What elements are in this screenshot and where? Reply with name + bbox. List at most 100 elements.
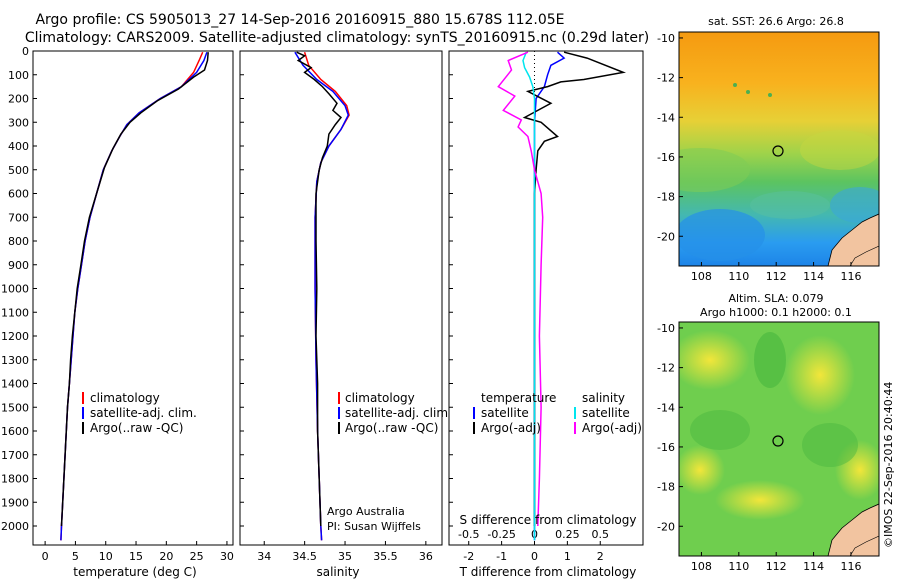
depth-tick-label: 800: [8, 235, 29, 248]
temperature-tick-label: 25: [190, 550, 204, 563]
t-diff-tick-label: 0: [531, 550, 538, 563]
lat-tick-label: -12: [657, 72, 675, 85]
t-diff-tick-label: -2: [463, 550, 474, 563]
depth-tick-label: 0: [22, 45, 29, 58]
s-difference-label: S difference from climatology: [460, 513, 637, 527]
argo-float-marker-sst: [772, 145, 784, 157]
t-difference-xlabel: T difference from climatology: [459, 565, 637, 579]
title-line-2: Climatology: CARS2009. Satellite-adjuste…: [25, 30, 649, 46]
sst-map-frame: [678, 31, 880, 267]
legend-title-salinity: salinity: [582, 391, 625, 405]
lat-tick-label: -14: [657, 401, 675, 414]
legend-label-argo: Argo(..raw -QC): [90, 421, 183, 435]
difference-line-2: [522, 51, 536, 541]
salinity-line-2: [296, 51, 343, 527]
depth-tick-label: 900: [8, 259, 29, 272]
legend-title-temperature: temperature: [481, 391, 556, 405]
salinity-tick-label: 35: [338, 550, 352, 563]
s-diff-tick-label: 0.25: [555, 528, 580, 541]
lon-tick-label: 116: [840, 270, 861, 283]
t-diff-tick-label: -1: [496, 550, 507, 563]
salinity-series: [294, 51, 350, 541]
salinity-tick-label: 34: [257, 550, 271, 563]
legend-label-argo: Argo(..raw -QC): [345, 421, 438, 435]
salinity-panel: 34 34.5 35 35.5 36 salinity climatology sate…: [239, 50, 452, 579]
salinity-tick-label: 36: [419, 550, 433, 563]
lon-tick-label: 108: [691, 560, 712, 573]
s-diff-tick-label: -0.25: [487, 528, 515, 541]
depth-tick-label: 1100: [1, 306, 29, 319]
lat-tick-label: -10: [657, 32, 675, 45]
lat-tick-label: -10: [657, 322, 675, 335]
sst-field: [679, 32, 879, 266]
depth-tick-label: 1300: [1, 354, 29, 367]
sst-map-ticks: 108 110 112 114 116 -10 -12 -14 -16 -18 -20: [657, 32, 861, 283]
depth-tick-label: 400: [8, 140, 29, 153]
lat-tick-label: -18: [657, 481, 675, 494]
temperature-panel: 0100200300400500600700800900100011001200…: [1, 45, 234, 579]
lat-tick-label: -12: [657, 362, 675, 375]
depth-tick-label: 1600: [1, 425, 29, 438]
lon-tick-label: 110: [728, 560, 749, 573]
legend-label-climatology: climatology: [345, 391, 415, 405]
argo-annotation-line-2: PI: Susan Wijffels: [327, 520, 421, 533]
temperature-line-2: [60, 52, 209, 527]
lat-tick-label: -18: [657, 191, 675, 204]
differences-panel: -2 -1 0 1 2-0.5 -0.25 0 0.25 0.5 S difference fr…: [448, 50, 644, 579]
depth-tick-label: 500: [8, 164, 29, 177]
lon-tick-label: 114: [803, 560, 824, 573]
depth-tick-label: 1800: [1, 473, 29, 486]
argo-float-marker-sla: [772, 435, 784, 447]
legend-label-satellite: satellite-adj. clim.: [90, 406, 197, 420]
salinity-axis-ticks: 34 34.5 35 35.5 36: [240, 50, 433, 563]
lat-tick-label: -14: [657, 111, 675, 124]
t-diff-tick-label: 2: [597, 550, 604, 563]
legend-label-s-argo: Argo(-adj): [582, 421, 642, 435]
difference-axis-ticks: -2 -1 0 1 2-0.5 -0.25 0 0.25 0.5: [449, 50, 609, 563]
depth-tick-label: 100: [8, 69, 29, 82]
temperature-tick-label: 5: [72, 550, 79, 563]
depth-tick-label: 1500: [1, 401, 29, 414]
t-diff-tick-label: 1: [564, 550, 571, 563]
salinity-tick-label: 34.5: [292, 550, 317, 563]
depth-tick-label: 300: [8, 116, 29, 129]
temperature-tick-label: 30: [220, 550, 234, 563]
lat-tick-label: -16: [657, 441, 675, 454]
legend-label-climatology: climatology: [90, 391, 160, 405]
argo-annotation-line-1: Argo Australia: [327, 505, 405, 518]
lat-tick-label: -20: [657, 520, 675, 533]
differences-plot-frame: [448, 50, 644, 546]
depth-tick-label: 1700: [1, 449, 29, 462]
depth-tick-label: 1200: [1, 330, 29, 343]
sla-map-title-1: Altim. SLA: 0.079: [728, 292, 823, 305]
salinity-plot-frame: [239, 50, 443, 546]
lon-tick-label: 108: [691, 270, 712, 283]
legend-label-t-satellite: satellite: [481, 406, 529, 420]
depth-tick-label: 1400: [1, 378, 29, 391]
salinity-legend: climatology satellite-adj. clim. Argo(..…: [338, 391, 452, 435]
sla-map-panel: Altim. SLA: 0.079 Argo h1000: 0.1 h2000:…: [657, 292, 880, 573]
temperature-axis-ticks: 0 5 10 15 20 25 30: [42, 541, 234, 563]
difference-series: [497, 51, 627, 541]
temperature-xlabel: temperature (deg C): [73, 565, 196, 579]
sla-field: [679, 322, 879, 556]
depth-tick-label: 2000: [1, 520, 29, 533]
lon-tick-label: 110: [728, 270, 749, 283]
coastline-sla: [827, 503, 879, 556]
temperature-tick-label: 20: [159, 550, 173, 563]
temperature-legend: climatology satellite-adj. clim. Argo(..…: [82, 391, 197, 435]
temperature-tick-label: 0: [42, 550, 49, 563]
lon-tick-label: 114: [803, 270, 824, 283]
temperature-plot-frame: [32, 50, 234, 546]
temperature-tick-label: 10: [99, 550, 113, 563]
sst-map-title: sat. SST: 26.6 Argo: 26.8: [708, 15, 844, 28]
legend-label-s-satellite: satellite: [582, 406, 630, 420]
depth-tick-label: 1900: [1, 496, 29, 509]
depth-axis-ticks: 0 100 200 300 400 500 600 700 800 900 1000 1100 1200…: [1, 45, 37, 533]
lon-tick-label: 112: [766, 560, 787, 573]
lat-tick-label: -16: [657, 151, 675, 164]
s-diff-tick-label: -0.5: [458, 528, 479, 541]
salinity-tick-label: 35.5: [373, 550, 398, 563]
differences-legend: temperature satellite Argo(-adj) salinit…: [473, 391, 642, 435]
